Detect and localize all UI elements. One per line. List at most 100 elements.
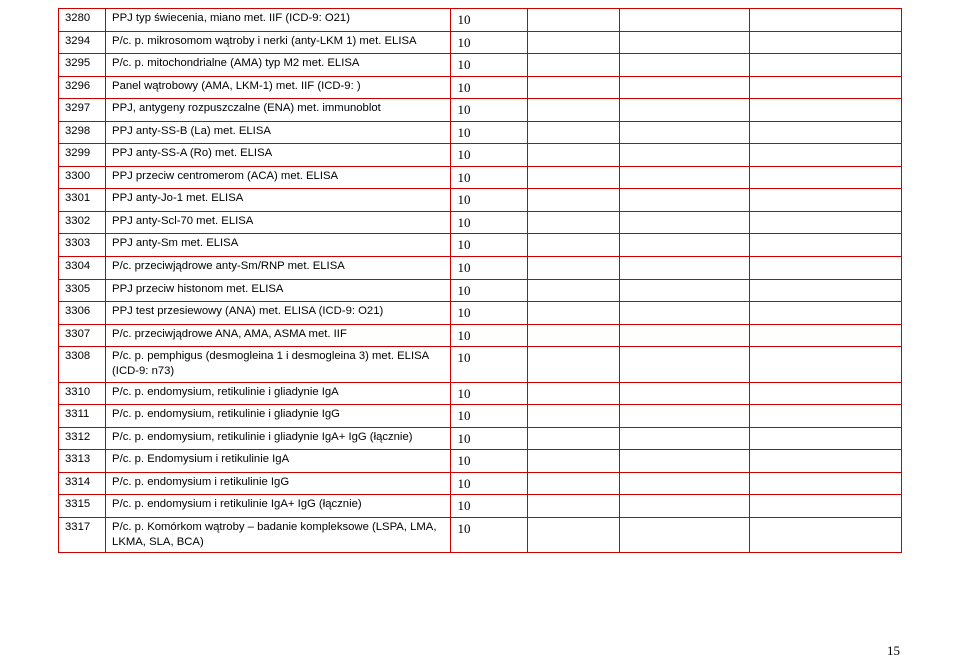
cell-blank — [619, 99, 749, 122]
table-row: 3303PPJ anty-Sm met. ELISA10 — [59, 234, 902, 257]
cell-code: 3294 — [59, 31, 106, 54]
table-row: 3306PPJ test przesiewowy (ANA) met. ELIS… — [59, 302, 902, 325]
cell-blank — [619, 302, 749, 325]
cell-blank — [749, 279, 901, 302]
cell-value: 10 — [451, 54, 527, 77]
cell-description: P/c. p. mikrosomom wątroby i nerki (anty… — [106, 31, 451, 54]
table-row: 3313P/c. p. Endomysium i retikulinie IgA… — [59, 450, 902, 473]
cell-description: PPJ anty-Jo-1 met. ELISA — [106, 189, 451, 212]
cell-description: P/c. p. Komórkom wątroby – badanie kompl… — [106, 517, 451, 553]
cell-blank — [749, 405, 901, 428]
cell-code: 3308 — [59, 347, 106, 383]
cell-code: 3304 — [59, 257, 106, 280]
cell-blank — [527, 234, 619, 257]
cell-blank — [619, 144, 749, 167]
cell-blank — [527, 76, 619, 99]
cell-blank — [527, 405, 619, 428]
cell-blank — [527, 347, 619, 383]
cell-blank — [527, 9, 619, 32]
page-number: 15 — [887, 643, 900, 659]
cell-value: 10 — [451, 324, 527, 347]
cell-value: 10 — [451, 302, 527, 325]
cell-description: PPJ typ świecenia, miano met. IIF (ICD-9… — [106, 9, 451, 32]
table-row: 3314P/c. p. endomysium i retikulinie IgG… — [59, 472, 902, 495]
cell-code: 3312 — [59, 427, 106, 450]
table-row: 3301PPJ anty-Jo-1 met. ELISA10 — [59, 189, 902, 212]
data-table: 3280PPJ typ świecenia, miano met. IIF (I… — [58, 8, 902, 553]
cell-code: 3299 — [59, 144, 106, 167]
cell-blank — [619, 54, 749, 77]
table-row: 3305PPJ przeciw histonom met. ELISA10 — [59, 279, 902, 302]
table-row: 3315P/c. p. endomysium i retikulinie IgA… — [59, 495, 902, 518]
table-row: 3307P/c. przeciwjądrowe ANA, AMA, ASMA m… — [59, 324, 902, 347]
cell-blank — [749, 234, 901, 257]
cell-blank — [619, 450, 749, 473]
cell-blank — [619, 324, 749, 347]
cell-blank — [749, 54, 901, 77]
cell-blank — [619, 257, 749, 280]
cell-value: 10 — [451, 166, 527, 189]
cell-blank — [527, 302, 619, 325]
cell-blank — [619, 211, 749, 234]
cell-blank — [619, 166, 749, 189]
cell-value: 10 — [451, 144, 527, 167]
cell-blank — [527, 382, 619, 405]
cell-blank — [527, 517, 619, 553]
cell-value: 10 — [451, 234, 527, 257]
cell-code: 3311 — [59, 405, 106, 428]
cell-description: Panel wątrobowy (AMA, LKM-1) met. IIF (I… — [106, 76, 451, 99]
cell-blank — [619, 472, 749, 495]
table-row: 3296Panel wątrobowy (AMA, LKM-1) met. II… — [59, 76, 902, 99]
cell-blank — [749, 302, 901, 325]
cell-code: 3280 — [59, 9, 106, 32]
table-row: 3299PPJ anty-SS-A (Ro) met. ELISA10 — [59, 144, 902, 167]
table-row: 3310P/c. p. endomysium, retikulinie i gl… — [59, 382, 902, 405]
table-row: 3317P/c. p. Komórkom wątroby – badanie k… — [59, 517, 902, 553]
cell-blank — [749, 31, 901, 54]
cell-code: 3313 — [59, 450, 106, 473]
cell-blank — [527, 99, 619, 122]
cell-description: P/c. p. endomysium, retikulinie i gliady… — [106, 427, 451, 450]
cell-blank — [749, 144, 901, 167]
cell-blank — [527, 427, 619, 450]
cell-code: 3296 — [59, 76, 106, 99]
cell-blank — [619, 347, 749, 383]
table-row: 3308P/c. p. pemphigus (desmogleina 1 i d… — [59, 347, 902, 383]
table-row: 3297PPJ, antygeny rozpuszczalne (ENA) me… — [59, 99, 902, 122]
cell-description: PPJ anty-Scl-70 met. ELISA — [106, 211, 451, 234]
cell-value: 10 — [451, 495, 527, 518]
cell-description: P/c. p. mitochondrialne (AMA) typ M2 met… — [106, 54, 451, 77]
cell-value: 10 — [451, 99, 527, 122]
cell-code: 3295 — [59, 54, 106, 77]
cell-description: P/c. p. endomysium i retikulinie IgG — [106, 472, 451, 495]
cell-code: 3297 — [59, 99, 106, 122]
cell-description: P/c. p. endomysium, retikulinie i gliady… — [106, 382, 451, 405]
cell-value: 10 — [451, 472, 527, 495]
cell-value: 10 — [451, 189, 527, 212]
cell-value: 10 — [451, 31, 527, 54]
cell-description: P/c. przeciwjądrowe ANA, AMA, ASMA met. … — [106, 324, 451, 347]
cell-blank — [749, 382, 901, 405]
cell-code: 3310 — [59, 382, 106, 405]
cell-blank — [619, 495, 749, 518]
cell-blank — [527, 189, 619, 212]
cell-blank — [749, 189, 901, 212]
cell-blank — [527, 324, 619, 347]
cell-code: 3307 — [59, 324, 106, 347]
cell-code: 3314 — [59, 472, 106, 495]
cell-blank — [619, 427, 749, 450]
cell-blank — [749, 121, 901, 144]
cell-description: P/c. p. pemphigus (desmogleina 1 i desmo… — [106, 347, 451, 383]
cell-code: 3301 — [59, 189, 106, 212]
cell-description: PPJ anty-SS-A (Ro) met. ELISA — [106, 144, 451, 167]
cell-blank — [619, 382, 749, 405]
cell-code: 3306 — [59, 302, 106, 325]
cell-description: P/c. p. endomysium, retikulinie i gliady… — [106, 405, 451, 428]
table-row: 3298PPJ anty-SS-B (La) met. ELISA10 — [59, 121, 902, 144]
table-row: 3295P/c. p. mitochondrialne (AMA) typ M2… — [59, 54, 902, 77]
cell-value: 10 — [451, 450, 527, 473]
cell-value: 10 — [451, 382, 527, 405]
cell-blank — [749, 76, 901, 99]
cell-description: P/c. przeciwjądrowe anty-Sm/RNP met. ELI… — [106, 257, 451, 280]
cell-value: 10 — [451, 347, 527, 383]
